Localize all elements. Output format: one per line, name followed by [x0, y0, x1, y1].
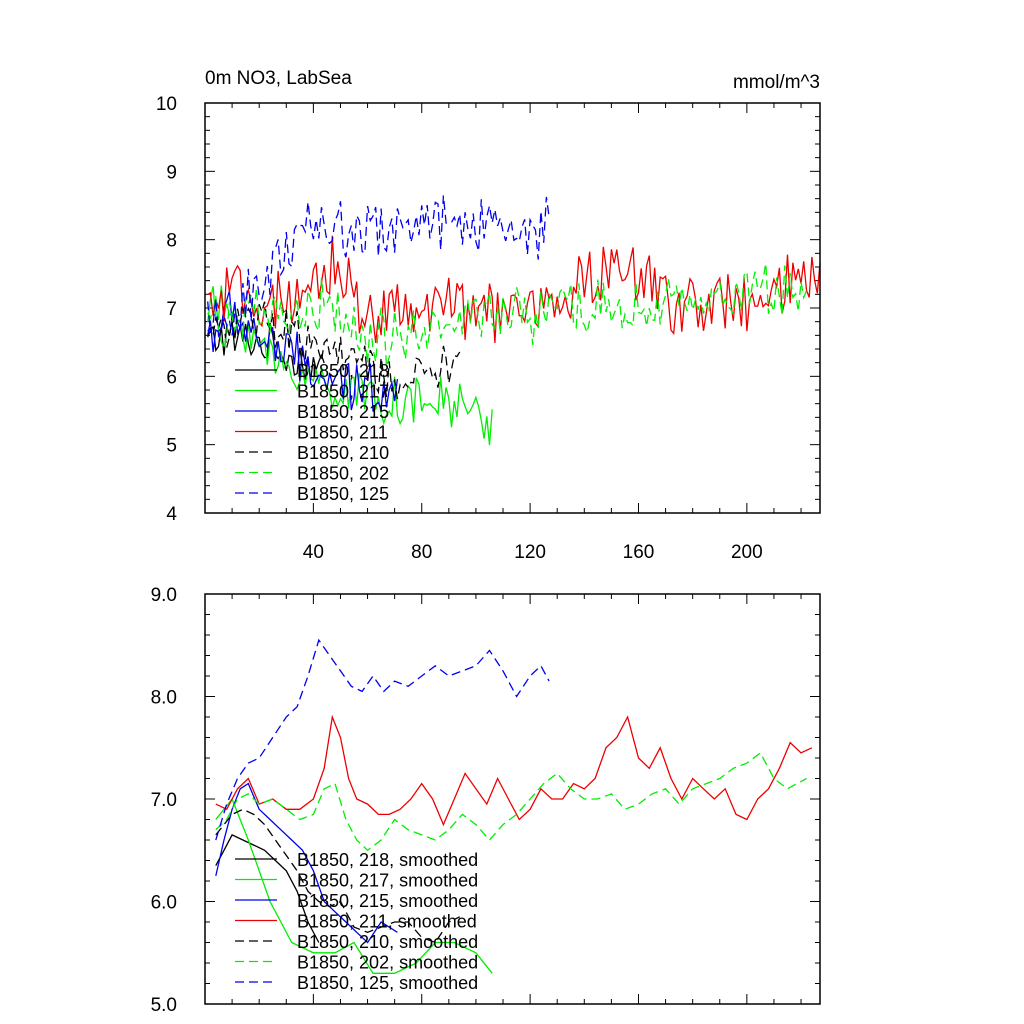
bottom-axes: 5.0 6.0 7.0 8.0 9.0	[151, 585, 820, 1016]
x-tick-label: 80	[411, 542, 432, 563]
series-line	[207, 263, 808, 367]
series-line	[207, 301, 461, 400]
x-tick-label: 120	[514, 542, 546, 563]
y-tick-label: 9	[166, 162, 177, 183]
series-line	[215, 834, 320, 943]
legend-label: B1850, 210, smoothed	[297, 932, 478, 952]
x-tick-label: 160	[623, 542, 655, 563]
legend-label: B1850, 202	[297, 464, 389, 484]
y-tick-label: 5	[166, 436, 177, 457]
series-line	[215, 797, 493, 974]
legend-label: B1850, 215, smoothed	[297, 891, 478, 911]
series-line	[207, 235, 821, 343]
legend-label: B1850, 211, smoothed	[297, 912, 477, 932]
legend-label: B1850, 215	[297, 402, 389, 422]
series-line	[215, 714, 813, 827]
legend-label: B1850, 125	[297, 484, 389, 504]
series-line	[215, 782, 398, 944]
legend-label: B1850, 218	[297, 361, 389, 381]
legend-label: B1850, 211	[297, 423, 388, 443]
top-panel-title: 0m NO3, LabSea	[205, 68, 352, 89]
y-tick-label: 7	[166, 299, 177, 320]
series-line	[215, 638, 550, 841]
y-tick-label: 6	[166, 367, 177, 388]
legend-label: B1850, 217, smoothed	[297, 871, 478, 891]
y-tick-label: 9.0	[151, 585, 177, 606]
y-tick-label: 8.0	[151, 688, 177, 709]
y-tick-label: 5.0	[151, 995, 177, 1016]
bottom-plot-area	[215, 638, 813, 974]
legend-label: B1850, 217	[297, 382, 389, 402]
bottom-panel: 5.06.07.08.09.0 B1850, 218, smoothedB185…	[151, 585, 821, 1016]
series-line	[207, 290, 399, 412]
x-tick-label: 40	[303, 542, 324, 563]
bottom-plot-frame	[204, 593, 821, 1005]
y-tick-label: 4	[166, 504, 177, 525]
legend-label: B1850, 218, smoothed	[297, 850, 478, 870]
series-line	[207, 195, 550, 339]
y-tick-label: 7.0	[151, 790, 177, 811]
legend-label: B1850, 125, smoothed	[297, 973, 478, 993]
x-tick-label: 200	[731, 542, 763, 563]
series-line	[215, 751, 807, 852]
top-plot-frame	[204, 102, 821, 514]
y-tick-label: 10	[156, 94, 177, 115]
legend-label: B1850, 210	[297, 443, 389, 463]
top-axes: 40 80 120 160 200 4 5 6 7 8 9 10	[156, 94, 820, 563]
top-panel: 0m NO3, LabSea mmol/m^3 40 80 120 160 200 4 5 6…	[156, 68, 821, 563]
top-plot-area	[207, 195, 821, 446]
legend-label: B1850, 202, smoothed	[297, 953, 478, 973]
y-tick-label: 8	[166, 231, 177, 252]
top-panel-units: mmol/m^3	[733, 72, 820, 93]
series-line	[215, 808, 460, 944]
y-tick-label: 6.0	[151, 893, 177, 914]
